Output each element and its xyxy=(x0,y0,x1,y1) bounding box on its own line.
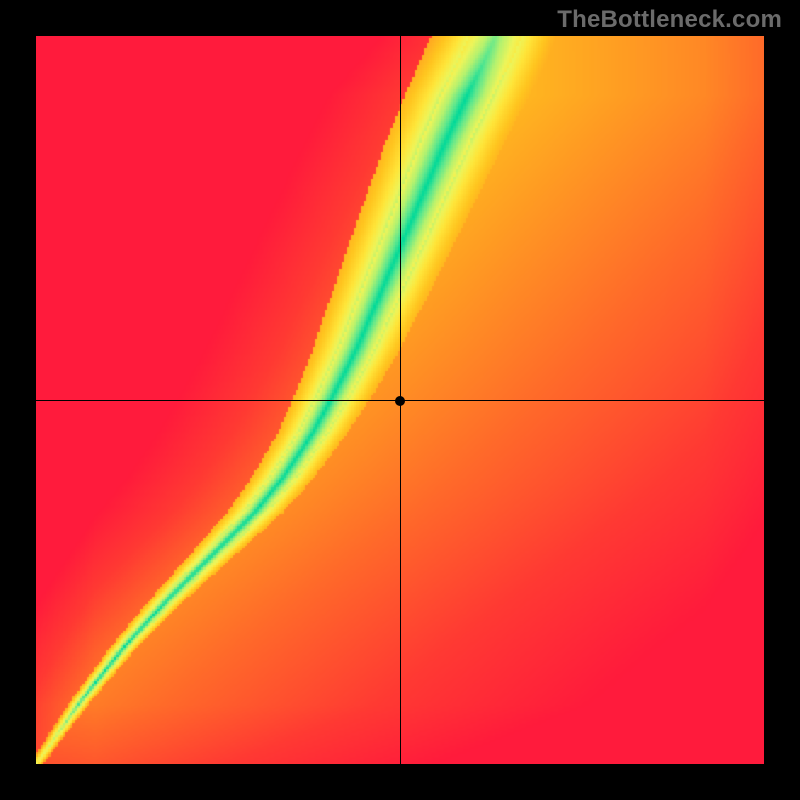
crosshair-marker xyxy=(395,396,405,406)
watermark-text: TheBottleneck.com xyxy=(557,6,782,34)
